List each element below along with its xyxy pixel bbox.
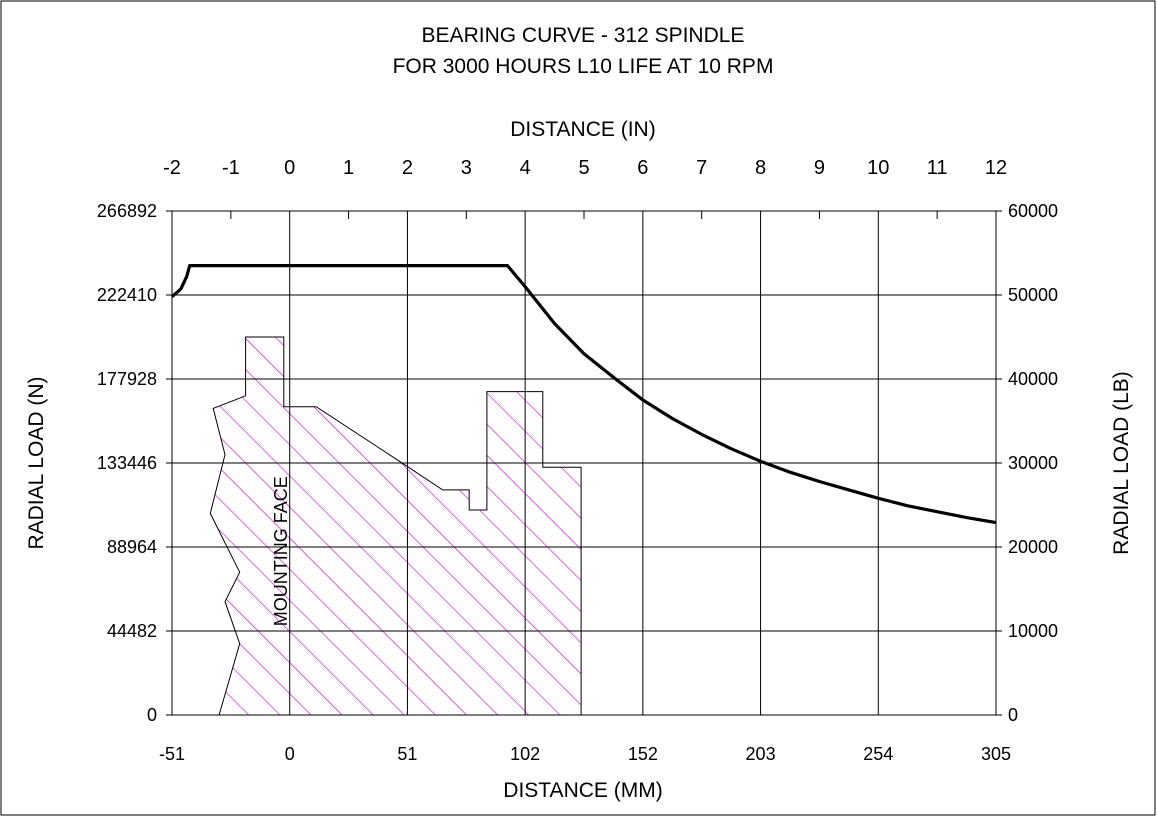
tick-labels-layer: -2 -1 0 1 2 3 4 5 6 7 8 9 10 11 12-51 0 51 102 152 203 254 30… [97, 157, 1058, 764]
y-axis-label-right: RADIAL LOAD (LB) [1110, 371, 1133, 555]
bottom-tick-label: 51 [397, 744, 417, 764]
bottom-tick-label: 254 [863, 744, 893, 764]
left-tick-label: 88964 [107, 537, 157, 557]
top-tick-label: 3 [461, 157, 472, 179]
top-tick-label: 7 [696, 157, 707, 179]
bottom-tick-label: 102 [510, 744, 540, 764]
left-tick-label: 266892 [97, 201, 157, 221]
right-tick-label: 50000 [1008, 285, 1058, 305]
top-tick-label: 4 [520, 157, 531, 179]
left-tick-label: 0 [147, 705, 157, 725]
chart-title: BEARING CURVE - 312 SPINDLE [422, 24, 745, 47]
top-tick-label: 5 [578, 157, 589, 179]
top-tick-label: 1 [343, 157, 354, 179]
bottom-tick-label: 203 [746, 744, 776, 764]
mounting-face-label: MOUNTING FACE [271, 476, 291, 626]
bottom-tick-label: -51 [159, 744, 185, 764]
left-tick-label: 222410 [97, 285, 157, 305]
top-tick-label: 11 [927, 157, 948, 179]
bottom-tick-label: 0 [285, 744, 295, 764]
top-tick-label: 2 [402, 157, 413, 179]
top-tick-label: 9 [814, 157, 825, 179]
bearing-capacity-curve [170, 264, 997, 525]
top-tick-label: 6 [637, 157, 648, 179]
y-axis-label-left: RADIAL LOAD (N) [25, 376, 48, 549]
left-tick-label: 177928 [97, 369, 157, 389]
top-tick-label: 12 [985, 157, 1007, 179]
bottom-tick-label: 305 [981, 744, 1011, 764]
curve-layer [170, 264, 997, 525]
mounting-face-region [209, 336, 582, 716]
x-axis-label-bottom: DISTANCE (MM) [503, 779, 662, 802]
mounting-face-layer: MOUNTING FACE [209, 336, 582, 716]
axes-layer [166, 210, 1002, 716]
right-tick-label: 40000 [1008, 369, 1058, 389]
top-tick-label: 10 [867, 157, 889, 179]
right-tick-label: 20000 [1008, 537, 1058, 557]
top-tick-label: -1 [222, 157, 240, 179]
right-tick-label: 30000 [1008, 453, 1058, 473]
bottom-tick-label: 152 [628, 744, 658, 764]
top-tick-label: -2 [163, 157, 181, 179]
right-tick-label: 60000 [1008, 201, 1058, 221]
right-tick-label: 0 [1008, 705, 1018, 725]
x-axis-label-top: DISTANCE (IN) [510, 118, 655, 141]
chart-subtitle: FOR 3000 HOURS L10 LIFE AT 10 RPM [393, 55, 774, 78]
left-tick-label: 44482 [107, 621, 157, 641]
top-tick-label: 0 [284, 157, 295, 179]
left-tick-label: 133446 [97, 453, 157, 473]
right-tick-label: 10000 [1008, 621, 1058, 641]
top-tick-label: 8 [755, 157, 766, 179]
